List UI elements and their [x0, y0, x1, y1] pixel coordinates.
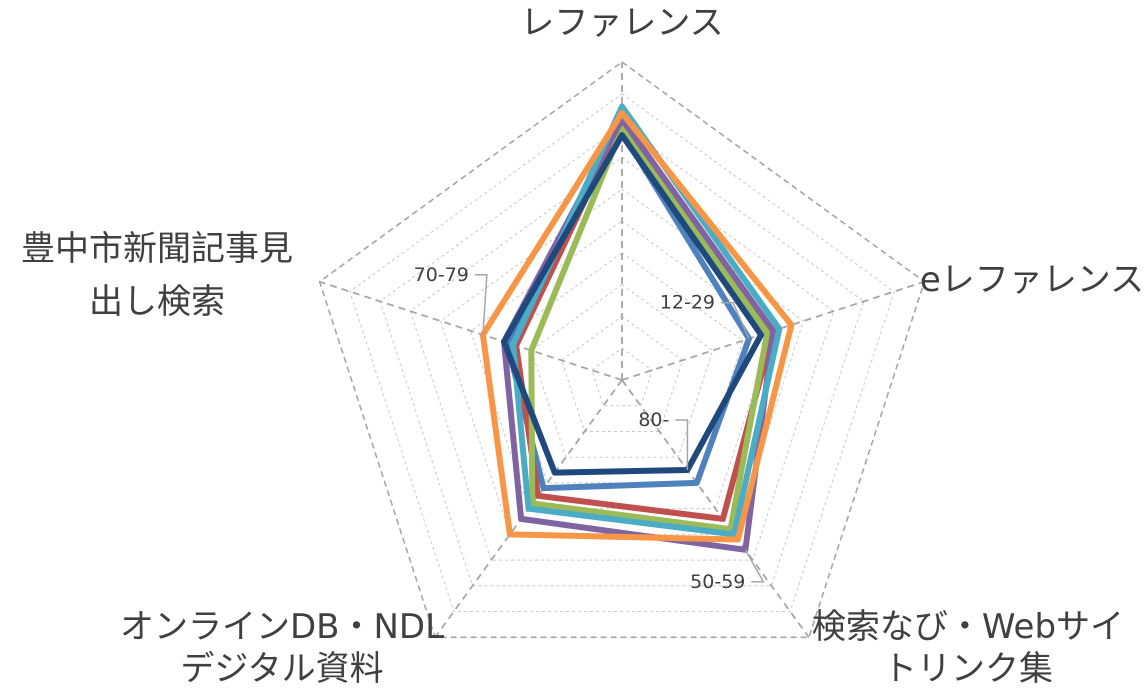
series-line-5 — [479, 109, 795, 543]
callout-leader-2 — [744, 549, 765, 583]
grid-ring-1 — [591, 347, 653, 407]
series-line-4 — [510, 103, 783, 538]
series-layer — [479, 103, 795, 553]
axis-label-toyonaka-line1: 豊中市新聞記事見 — [21, 229, 293, 269]
callout-label-3: 70-79 — [414, 264, 469, 286]
callout-layer: 12-29 80- 50-59 70-79 — [414, 264, 765, 593]
series-line-2 — [528, 125, 771, 533]
radar-spokes — [319, 62, 925, 638]
axis-label-online-db-line2: デジタル資料 — [180, 649, 383, 689]
axis-label-search-navi-line2: トリンク集 — [883, 649, 1053, 689]
axis-label-reference: レファレンス — [520, 3, 723, 43]
axis-label-e-reference: eレファレンス — [920, 260, 1144, 300]
axis-label-online-db-line1: オンラインDB・NDL — [120, 607, 444, 647]
grid-ring-2 — [560, 315, 684, 432]
grid-ring-9 — [349, 93, 895, 612]
grid-ring-7 — [409, 156, 835, 561]
series-line-6 — [501, 132, 765, 476]
axis-label-toyonaka-line2: 出し検索 — [89, 282, 225, 322]
grid-ring-10 — [318, 61, 926, 639]
axis-label-search-navi-line1: 検索なび・Webサイ — [812, 607, 1124, 647]
spoke-2 — [621, 379, 810, 638]
callout-leader-3 — [474, 274, 488, 335]
callout-leader-1 — [675, 419, 689, 471]
callout-leader-0 — [721, 301, 750, 340]
spoke-4 — [319, 280, 623, 381]
callout-label-2: 50-59 — [690, 571, 745, 593]
callout-label-0: 12-29 — [660, 292, 715, 314]
callout-label-1: 80- — [638, 409, 669, 431]
